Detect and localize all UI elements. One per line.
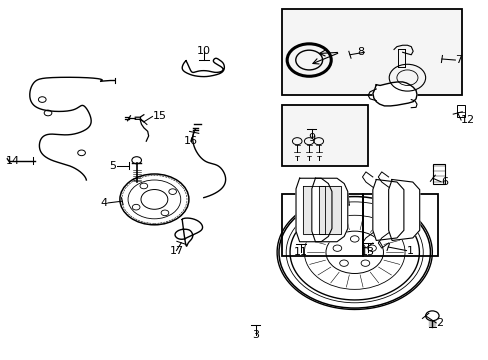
Text: 14: 14 — [6, 156, 20, 166]
Text: 11: 11 — [293, 247, 307, 257]
Bar — [281, 194, 363, 256]
Text: 2: 2 — [435, 318, 443, 328]
Polygon shape — [175, 218, 202, 246]
Polygon shape — [388, 180, 419, 240]
Text: 10: 10 — [196, 46, 210, 56]
Bar — [363, 194, 437, 256]
Text: 15: 15 — [152, 112, 166, 121]
Text: 6: 6 — [440, 177, 447, 187]
Text: 3: 3 — [251, 330, 259, 340]
Text: 7: 7 — [454, 55, 462, 65]
Polygon shape — [318, 186, 340, 234]
Text: 1: 1 — [406, 246, 413, 256]
Text: 4: 4 — [101, 198, 108, 208]
Polygon shape — [277, 195, 431, 310]
Text: 17: 17 — [169, 246, 183, 256]
Polygon shape — [182, 58, 224, 77]
Polygon shape — [303, 186, 324, 234]
Bar — [432, 164, 444, 184]
Polygon shape — [311, 178, 347, 242]
Bar — [281, 9, 461, 95]
Text: 16: 16 — [183, 136, 198, 146]
Bar — [281, 105, 367, 166]
Text: 9: 9 — [307, 133, 314, 143]
Polygon shape — [372, 180, 403, 240]
Text: 8: 8 — [356, 47, 364, 57]
Bar — [456, 105, 465, 117]
Text: 13: 13 — [361, 247, 374, 257]
Text: 12: 12 — [460, 115, 474, 125]
Polygon shape — [295, 178, 331, 242]
Polygon shape — [372, 82, 416, 106]
Text: 5: 5 — [109, 161, 116, 171]
